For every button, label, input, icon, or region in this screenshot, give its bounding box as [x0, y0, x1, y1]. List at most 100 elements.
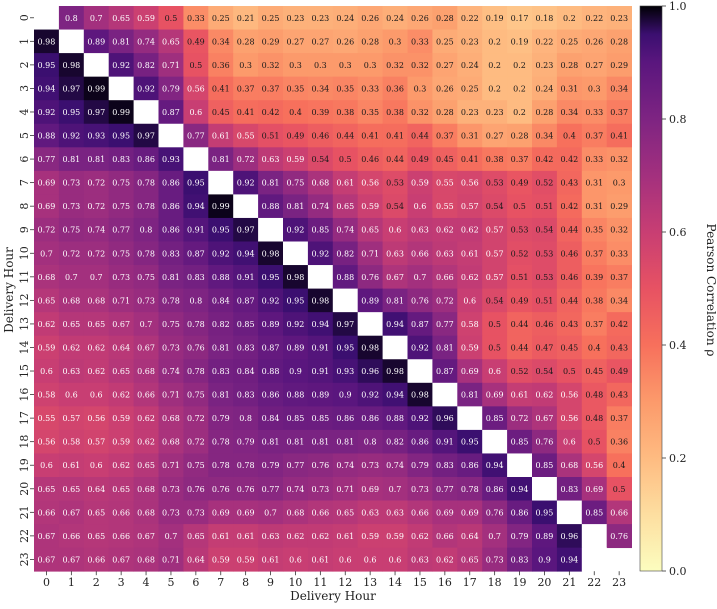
heatmap-cell-label: 0.24: [386, 14, 404, 23]
heatmap-cell: [532, 29, 558, 54]
heatmap-cell: [382, 500, 408, 525]
heatmap-cell-label: 0.61: [511, 391, 529, 400]
heatmap-cell: [407, 147, 433, 172]
heatmap-cell-label: 0.59: [386, 532, 404, 541]
heatmap-cell: [133, 76, 159, 101]
heatmap-cell-label: 0.44: [511, 320, 529, 329]
heatmap-cell: [556, 265, 583, 289]
heatmap-cell-label: 0.63: [361, 508, 379, 517]
heatmap-cell: [158, 217, 184, 242]
heatmap-cell: [283, 335, 309, 360]
heatmap-cell: [83, 217, 110, 242]
heatmap-cell-label: 0.52: [511, 367, 529, 376]
heatmap-cell-label: 0.37: [585, 249, 603, 258]
x-tick-label: 19: [513, 576, 527, 589]
heatmap-cell-label: 0.72: [87, 249, 105, 258]
heatmap-cell-label: 0.4: [588, 343, 601, 352]
heatmap-cell: [432, 76, 458, 101]
heatmap-cell-label: 0.97: [62, 84, 80, 93]
heatmap-cell: [258, 123, 284, 148]
heatmap-cell: [133, 524, 159, 549]
heatmap-cell-label: 0.67: [112, 320, 130, 329]
y-tick-label: 16: [18, 388, 31, 402]
heatmap-cell: [307, 29, 334, 54]
heatmap-cell: [208, 29, 234, 54]
heatmap-cell: [432, 429, 458, 454]
heatmap-cell: [532, 170, 558, 195]
heatmap-cell: [133, 265, 159, 289]
heatmap-cell: [208, 288, 234, 313]
heatmap-cell: [407, 217, 433, 242]
heatmap-cell: [407, 477, 433, 501]
heatmap-cell-label: 0.82: [336, 249, 354, 258]
heatmap-cell-label: 0.6: [40, 367, 53, 376]
heatmap-cell-label: 0.32: [262, 61, 280, 70]
heatmap-cell-label: 0.81: [212, 343, 230, 352]
heatmap-cell-diagonal: [382, 335, 408, 360]
heatmap-cell: [258, 359, 284, 384]
heatmap-cell: [482, 265, 508, 289]
heatmap-cell: [233, 6, 259, 30]
heatmap-cell: [407, 547, 433, 572]
heatmap-cell: [307, 524, 334, 549]
heatmap-cell: [482, 241, 508, 266]
heatmap-cell: [432, 123, 458, 148]
heatmap-cell: [283, 406, 309, 431]
heatmap-cell: [457, 170, 483, 195]
heatmap-cell: [83, 312, 110, 337]
heatmap-cell-label: 0.6: [65, 391, 78, 400]
heatmap-cell-label: 0.69: [486, 391, 504, 400]
heatmap-cell-diagonal: [457, 406, 483, 431]
heatmap-cell-label: 0.98: [311, 296, 329, 305]
heatmap-cell: [233, 123, 259, 148]
heatmap-cell: [158, 429, 184, 454]
heatmap-cell: [382, 359, 408, 384]
heatmap-cell-label: 0.34: [610, 84, 628, 93]
heatmap-cell: [581, 100, 608, 125]
heatmap-cell: [556, 288, 583, 313]
heatmap-cell-label: 0.93: [87, 132, 105, 141]
heatmap-cell: [507, 265, 533, 289]
heatmap-cell: [158, 406, 184, 431]
heatmap-cell-label: 0.72: [38, 226, 56, 235]
heatmap-cell-label: 0.88: [262, 367, 280, 376]
heatmap-cell: [58, 312, 85, 337]
heatmap-cell-label: 0.52: [536, 179, 554, 188]
heatmap-cell-label: 0.6: [364, 555, 377, 564]
heatmap-cell: [208, 312, 234, 337]
heatmap-cell-label: 0.7: [40, 249, 53, 258]
heatmap-cell-label: 0.51: [511, 273, 529, 282]
heatmap-cell: [432, 6, 458, 30]
heatmap-cell: [432, 335, 458, 360]
heatmap-cell: [556, 147, 583, 172]
heatmap-cell-label: 0.49: [411, 155, 429, 164]
heatmap-cell: [457, 123, 483, 148]
heatmap-cell-label: 0.81: [287, 202, 305, 211]
x-tick-label: 0: [43, 576, 50, 589]
heatmap-cell-label: 0.87: [237, 296, 255, 305]
heatmap-cell-label: 0.35: [287, 84, 305, 93]
y-tick-label: 2: [18, 61, 31, 68]
heatmap-cell-label: 0.82: [386, 438, 404, 447]
heatmap-cell-label: 0.74: [311, 202, 329, 211]
heatmap-cell-label: 0.5: [488, 343, 501, 352]
heatmap-cell-label: 0.73: [411, 485, 429, 494]
heatmap-cell-label: 0.72: [87, 202, 105, 211]
heatmap-cell-label: 0.67: [386, 273, 404, 282]
heatmap-cell-label: 0.72: [436, 296, 454, 305]
heatmap-cell: [507, 524, 533, 549]
heatmap-cell-label: 0.19: [486, 14, 504, 23]
heatmap-cell-label: 0.54: [536, 226, 554, 235]
heatmap-cell-label: 0.46: [536, 320, 554, 329]
heatmap-cell: [133, 170, 159, 195]
colorbar-tick-label: 0.8: [669, 113, 687, 126]
heatmap-cell-label: 0.74: [336, 461, 354, 470]
heatmap-cell: [283, 147, 309, 172]
heatmap-cell: [532, 382, 558, 407]
heatmap-cell-label: 0.92: [212, 249, 230, 258]
heatmap-cell: [581, 53, 608, 78]
heatmap-cell: [332, 312, 359, 337]
heatmap-cell-label: 0.74: [87, 226, 105, 235]
heatmap-cell-label: 0.39: [585, 273, 603, 282]
